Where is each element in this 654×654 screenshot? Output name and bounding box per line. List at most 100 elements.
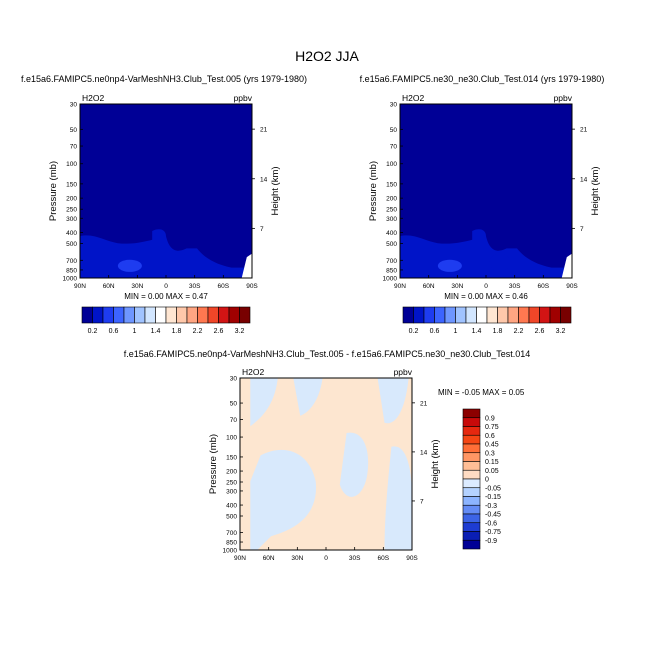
y-tick-label: 150	[66, 181, 77, 188]
y-tick-label: 700	[226, 530, 237, 537]
contour-level-3	[437, 259, 462, 272]
stats-label: MIN = 0.00 MAX = 0.46	[444, 292, 528, 301]
y-tick-label: 300	[386, 216, 397, 223]
contour-level-2b	[169, 253, 191, 272]
colorbar-box	[560, 306, 572, 324]
colorbar-box	[539, 306, 551, 324]
units-label: ppbv	[554, 93, 573, 103]
colorbar-box	[113, 306, 125, 324]
y-tick-label: 30	[70, 102, 78, 109]
panel-title: f.e15a6.FAMIPC5.ne30_ne30.Club_Test.014 …	[360, 74, 605, 84]
y-tick-label: 300	[66, 216, 77, 223]
x-tick-label: 30S	[509, 283, 521, 290]
colorbar-label: -0.75	[485, 529, 501, 536]
x-tick-label: 90N	[394, 283, 406, 290]
colorbar-label: -0.6	[485, 520, 497, 527]
colorbar-box	[134, 306, 146, 324]
x-tick-label: 60N	[423, 283, 435, 290]
y-tick-label: 1000	[223, 548, 238, 555]
colorbar-label: -0.9	[485, 538, 497, 545]
x-tick-label: 30N	[291, 555, 303, 562]
y-tick-label: 850	[226, 540, 237, 547]
colorbar-box	[462, 487, 481, 497]
colorbar-label: 1.4	[472, 328, 482, 335]
variable-label: H2O2	[242, 367, 264, 377]
colorbar-label: 0.75	[485, 424, 499, 431]
colorbar-label: 0.45	[485, 442, 499, 449]
variable-label: H2O2	[402, 93, 424, 103]
y2-tick-label: 21	[420, 400, 428, 407]
colorbar-box	[462, 513, 481, 524]
colorbar-box	[549, 306, 561, 324]
y2-tick-label: 7	[260, 226, 264, 233]
colorbar-box	[462, 434, 481, 445]
colorbar-box	[462, 426, 481, 436]
x-tick-label: 0	[324, 555, 328, 562]
x-tick-label: 90S	[246, 283, 258, 290]
figure-title: H2O2 JJA	[295, 48, 359, 64]
colorbar-box	[462, 408, 481, 419]
colorbar-label: 0.6	[109, 328, 119, 335]
colorbar-box	[102, 306, 114, 324]
colorbar-box	[197, 306, 209, 324]
colorbar-box	[444, 306, 456, 324]
colorbar-box	[462, 469, 481, 480]
colorbar-box	[434, 306, 446, 324]
colorbar-box	[462, 478, 481, 489]
colorbar-box	[176, 306, 188, 324]
colorbar-label: 1.8	[172, 328, 182, 335]
colorbar-box	[462, 539, 481, 550]
colorbar-box	[518, 306, 530, 324]
colorbar-label: -0.05	[485, 485, 501, 492]
colorbar-label: 1	[454, 328, 458, 335]
colorbar-box	[462, 496, 481, 506]
contour-level-2b	[489, 253, 511, 272]
colorbar-label: 0.9	[485, 415, 495, 422]
colorbar-box	[462, 522, 481, 532]
colorbar-box	[218, 306, 230, 324]
colorbar-label: 0.3	[485, 450, 495, 457]
colorbar-label: 0.2	[88, 328, 98, 335]
x-tick-label: 60S	[218, 283, 230, 290]
colorbar-box	[462, 531, 481, 541]
missing-data-region	[241, 253, 252, 278]
x-tick-label: 90S	[566, 283, 578, 290]
colorbar-label: 1	[133, 328, 137, 335]
y-tick-label: 70	[70, 144, 78, 151]
colorbar-label: -0.15	[485, 494, 501, 501]
variable-label: H2O2	[82, 93, 104, 103]
y2-tick-label: 21	[580, 127, 588, 134]
colorbar-box	[465, 306, 477, 324]
y-axis-label: Pressure (mb)	[208, 434, 219, 494]
y-tick-label: 400	[66, 230, 77, 237]
colorbar-box	[497, 306, 509, 324]
y-tick-label: 200	[386, 196, 397, 203]
colorbar-label: 0.6	[485, 433, 495, 440]
negative-region	[250, 449, 317, 550]
colorbar-label: 3.2	[235, 328, 245, 335]
y2-tick-label: 14	[580, 176, 588, 183]
panel-panel_b: f.e15a6.FAMIPC5.ne30_ne30.Club_Test.014 …	[360, 74, 605, 335]
colorbar-box	[155, 306, 167, 324]
colorbar: 0.2 0.6 1 1.4 1.8 2.2 2.6 3.2	[402, 306, 572, 335]
colorbar: 0.2 0.6 1 1.4 1.8 2.2 2.6 3.2	[81, 306, 251, 335]
y-tick-label: 100	[386, 161, 397, 168]
colorbar-box	[507, 306, 519, 324]
x-tick-label: 30N	[131, 283, 143, 290]
x-tick-label: 60S	[378, 555, 390, 562]
x-tick-label: 0	[484, 283, 488, 290]
colorbar-box	[165, 306, 177, 324]
x-tick-label: 90S	[406, 555, 418, 562]
y-tick-label: 850	[386, 267, 397, 274]
colorbar-box	[144, 306, 156, 324]
x-tick-label: 0	[164, 283, 168, 290]
colorbar-label: 0.6	[430, 328, 440, 335]
colorbar-box	[476, 306, 488, 324]
negative-region	[377, 378, 409, 424]
colorbar-box	[402, 306, 414, 324]
y-tick-label: 500	[66, 241, 77, 248]
y-tick-label: 250	[66, 207, 77, 214]
stats-label: MIN = 0.00 MAX = 0.47	[124, 292, 208, 301]
colorbar-box	[207, 306, 219, 324]
